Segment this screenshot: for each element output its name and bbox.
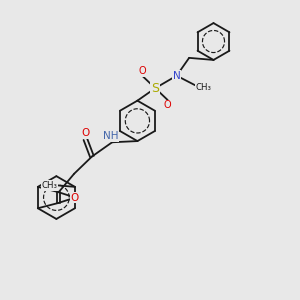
- Text: CH₃: CH₃: [195, 83, 212, 92]
- Text: O: O: [71, 193, 79, 202]
- Text: N: N: [173, 71, 181, 81]
- Text: CH₃: CH₃: [41, 181, 57, 190]
- Text: O: O: [81, 128, 89, 138]
- Text: S: S: [151, 82, 159, 95]
- Text: O: O: [139, 66, 147, 76]
- Text: O: O: [164, 100, 172, 110]
- Text: NH: NH: [103, 131, 118, 141]
